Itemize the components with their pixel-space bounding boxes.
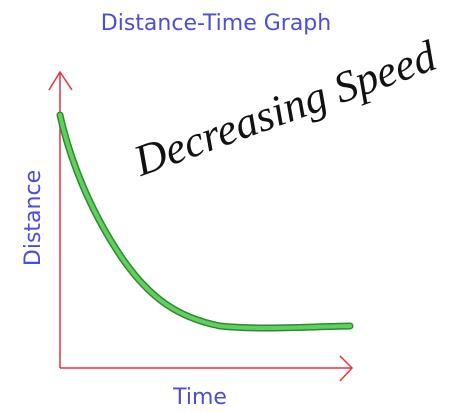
x-label: Time — [172, 385, 227, 410]
curve — [58, 113, 352, 331]
y-arrow — [48, 70, 73, 91]
title: Distance-Time Graph — [101, 11, 331, 36]
y-label: Distance — [21, 170, 46, 266]
annotation: Decreasing Speed — [127, 31, 444, 186]
x-arrow — [339, 355, 354, 382]
